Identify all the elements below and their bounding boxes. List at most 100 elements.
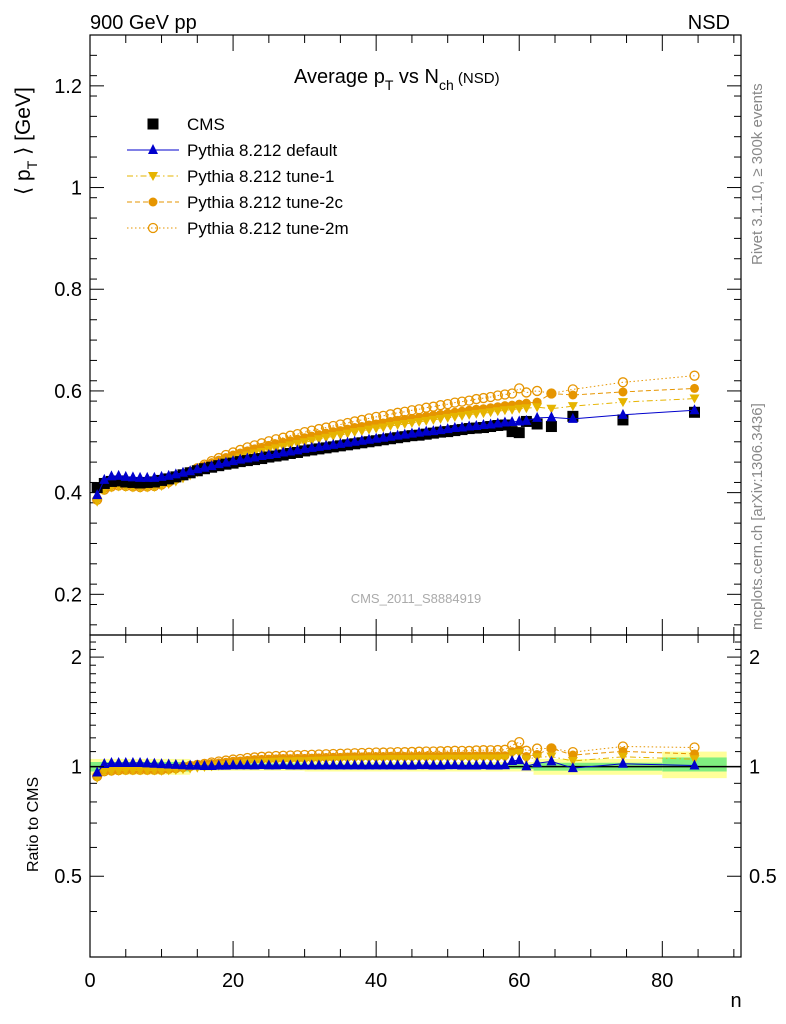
default-point: [178, 466, 188, 477]
x-axis-label: n: [730, 990, 741, 1012]
default-point: [213, 458, 224, 469]
y-axis-label: ⟨ pT ⟩ [GeV]: [12, 87, 40, 195]
default-ratio-point: [228, 759, 239, 770]
default-ratio-point: [371, 759, 382, 770]
tune1-ratio-point: [492, 754, 503, 764]
default-ratio-point: [113, 756, 124, 767]
tune2c-point: [546, 388, 556, 398]
default-ratio-point: [421, 759, 432, 770]
default-ratio-point: [321, 759, 332, 770]
default-ratio-point: [242, 759, 253, 770]
tune1-point: [364, 425, 374, 435]
default-point: [514, 415, 525, 426]
default-ratio-point: [292, 759, 303, 770]
tune1-ratio-point: [99, 767, 110, 777]
default-point: [142, 471, 153, 482]
default-ratio-point: [328, 759, 339, 770]
tune2m-point: [485, 391, 496, 403]
tune1-ratio-point: [127, 766, 138, 776]
default-ratio-point: [120, 756, 131, 767]
tune1-ratio-point: [428, 754, 439, 764]
default-point: [464, 420, 475, 431]
default-point: [328, 438, 339, 449]
tune1-ratio-point: [567, 757, 578, 767]
tune1-ratio-point: [106, 767, 117, 777]
cms-point: [141, 476, 153, 488]
analysis-id-label: CMS_2011_S8884919: [351, 591, 482, 606]
cms-point: [120, 476, 132, 488]
default-ratio-point: [392, 759, 403, 770]
tune1-point: [532, 403, 543, 413]
default-point: [156, 470, 167, 481]
default-point: [499, 416, 510, 427]
default-ratio-point: [206, 759, 217, 770]
source-label: mcplots.cern.ch [arXiv:1306.3436]: [749, 403, 766, 630]
default-ratio-point: [485, 759, 496, 770]
default-ratio-point: [285, 759, 296, 770]
default-point: [485, 418, 496, 429]
tune1-point: [471, 409, 482, 419]
default-ratio-point: [313, 759, 324, 770]
tune2m-point: [442, 399, 453, 410]
tune1-point: [406, 418, 417, 428]
default-ratio-point: [385, 759, 396, 770]
tune1-point: [349, 428, 360, 438]
tune2c-point: [568, 390, 578, 400]
tune1-point: [546, 404, 557, 414]
chart-title: Average pT vs Nch (NSD): [294, 66, 500, 93]
process-label: NSD: [688, 12, 730, 34]
default-point: [256, 450, 267, 461]
tune1-point: [499, 406, 510, 416]
tune1-point: [335, 431, 346, 441]
tune1-point: [457, 411, 467, 421]
default-ratio-point: [178, 759, 188, 770]
default-point: [449, 422, 460, 433]
tune1-point: [342, 429, 353, 439]
default-ratio-point: [414, 759, 425, 770]
tune1-ratio-point: [464, 754, 475, 764]
tune1-point: [617, 398, 628, 408]
default-point: [235, 453, 246, 464]
default-point: [220, 456, 231, 467]
tune2m-point: [449, 397, 460, 408]
default-point: [335, 437, 346, 448]
default-point: [421, 425, 432, 436]
x-tick-label: 20: [222, 970, 244, 992]
tune2m-point: [492, 390, 503, 401]
default-ratio-point: [142, 757, 153, 768]
default-ratio-point: [306, 759, 317, 770]
legend-marker-default: [148, 144, 158, 154]
tune1-ratio-point: [507, 750, 518, 760]
legend: CMS Pythia 8.212 default Pythia 8.212 tune…: [127, 115, 349, 238]
default-ratio-point: [349, 759, 360, 770]
ratio-tick-label: 2: [71, 647, 82, 669]
tune1-point: [507, 405, 518, 415]
tune1-point: [478, 409, 489, 419]
default-point: [567, 412, 578, 423]
default-point: [321, 439, 332, 450]
y-tick-label: 1: [71, 178, 82, 200]
tune1-ratio-point: [471, 754, 482, 764]
legend-label-tune2m: Pythia 8.212 tune-2m: [187, 219, 349, 238]
tune1-point: [299, 438, 310, 448]
default-point: [106, 470, 117, 481]
x-tick-label: 80: [651, 970, 673, 992]
default-ratio-point: [156, 758, 167, 769]
tune1-point: [371, 424, 382, 434]
default-point: [399, 428, 410, 439]
default-point: [364, 433, 374, 444]
default-ratio-point: [449, 759, 460, 770]
cms-point: [134, 477, 146, 489]
tune1-point: [414, 417, 425, 427]
default-point: [149, 471, 160, 482]
default-point: [163, 469, 174, 480]
default-ratio-point: [546, 755, 557, 766]
tune2m-point: [521, 387, 532, 398]
default-point: [546, 411, 557, 422]
default-point: [356, 434, 367, 445]
tune1-ratio-point: [156, 766, 167, 776]
tune1-ratio-point: [113, 766, 124, 776]
default-point: [521, 414, 532, 425]
default-point: [689, 404, 700, 415]
default-ratio-point: [406, 759, 417, 770]
